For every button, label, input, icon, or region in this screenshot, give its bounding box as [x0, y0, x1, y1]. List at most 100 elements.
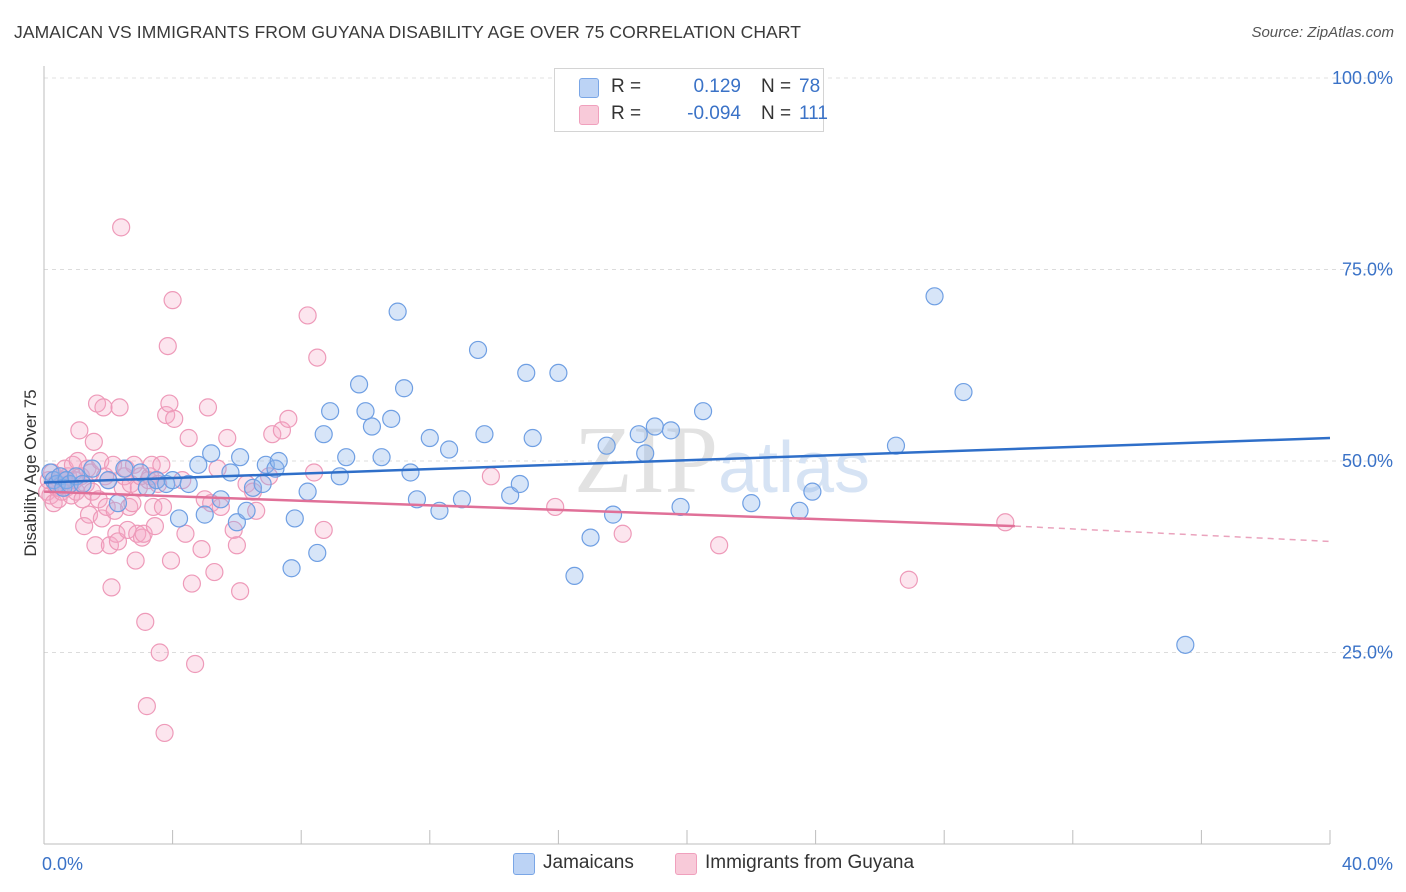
point-guyana: [145, 517, 165, 536]
point-guyana: [218, 428, 237, 448]
point-guyana: [298, 306, 317, 325]
point-jamaicans: [189, 455, 208, 474]
point-jamaicans: [179, 474, 198, 494]
point-guyana: [73, 490, 92, 509]
point-guyana: [137, 697, 156, 716]
point-guyana: [231, 582, 250, 601]
bottom-legend-swatch-pink: [675, 853, 697, 875]
x-tick-label: 0.0%: [42, 854, 83, 874]
watermark: ZIPatlas: [574, 406, 870, 513]
y-tick-label: 100.0%: [1332, 68, 1393, 88]
point-jamaicans: [401, 463, 420, 482]
point-jamaicans: [468, 340, 488, 360]
y-tick-label: 50.0%: [1342, 451, 1393, 471]
point-jamaicans: [954, 382, 973, 402]
point-guyana: [155, 723, 174, 743]
point-guyana: [205, 562, 224, 582]
point-jamaicans: [337, 448, 356, 467]
point-guyana: [996, 513, 1015, 532]
point-jamaicans: [517, 363, 536, 383]
point-jamaicans: [308, 543, 327, 563]
point-guyana: [481, 467, 500, 486]
legend-r-label: R =: [611, 76, 642, 97]
point-guyana: [94, 398, 113, 417]
point-guyana: [153, 497, 173, 517]
point-guyana: [136, 612, 155, 631]
point-jamaicans: [549, 363, 568, 383]
legend-r-value: -0.094: [687, 103, 741, 124]
point-guyana: [107, 524, 126, 543]
point-jamaicans: [269, 451, 288, 471]
point-jamaicans: [314, 425, 333, 444]
bottom-legend-label: Immigrants from Guyana: [705, 852, 915, 873]
bottom-legend-label: Jamaicans: [543, 852, 634, 873]
legend-n-value: 111: [799, 103, 828, 124]
point-guyana: [161, 551, 181, 570]
point-jamaicans: [131, 463, 150, 482]
legend-swatch-blue: [579, 78, 599, 98]
legend-n-value: 78: [799, 76, 821, 97]
point-jamaicans: [645, 417, 664, 436]
point-jamaicans: [321, 402, 340, 421]
point-guyana: [179, 428, 198, 448]
point-jamaicans: [523, 428, 542, 448]
point-jamaicans: [298, 482, 317, 501]
point-jamaicans: [349, 375, 369, 394]
point-guyana: [158, 337, 177, 356]
point-jamaicans: [439, 440, 459, 459]
point-jamaicans: [237, 501, 256, 520]
point-jamaicans: [603, 505, 623, 524]
point-jamaicans: [597, 436, 616, 455]
point-guyana: [102, 578, 121, 597]
point-guyana: [165, 409, 184, 428]
point-guyana: [176, 524, 195, 543]
point-guyana: [308, 348, 327, 367]
point-jamaicans: [231, 448, 250, 467]
trendline-guyana-projection: [1014, 525, 1331, 543]
point-jamaicans: [330, 467, 349, 486]
point-jamaicans: [115, 459, 134, 478]
point-guyana: [160, 394, 179, 413]
point-jamaicans: [108, 494, 128, 513]
point-jamaicans: [565, 566, 584, 586]
point-guyana: [68, 451, 87, 471]
point-jamaicans: [372, 448, 391, 467]
point-jamaicans: [803, 482, 822, 501]
point-guyana: [126, 551, 145, 570]
point-jamaicans: [282, 559, 301, 578]
legend-swatch-pink: [579, 105, 599, 125]
point-guyana: [899, 570, 918, 589]
point-jamaicans: [147, 471, 166, 490]
legend-n-label: N =: [761, 76, 792, 97]
point-jamaicans: [362, 417, 382, 436]
y-tick-label: 25.0%: [1342, 643, 1393, 663]
point-jamaicans: [285, 509, 304, 528]
point-jamaicans: [475, 425, 494, 444]
point-guyana: [152, 455, 171, 474]
point-guyana: [710, 536, 729, 555]
trendline-guyana: [43, 490, 1015, 528]
point-guyana: [192, 539, 211, 559]
point-jamaicans: [388, 302, 407, 321]
point-jamaicans: [790, 501, 809, 520]
point-jamaicans: [253, 474, 272, 494]
legend-n-label: N =: [761, 103, 792, 124]
point-jamaicans: [163, 471, 182, 490]
point-jamaicans: [73, 474, 92, 494]
point-jamaicans: [661, 421, 681, 440]
point-jamaicans: [420, 428, 439, 448]
point-jamaicans: [382, 409, 401, 428]
y-tick-label: 75.0%: [1342, 260, 1393, 280]
point-jamaicans: [221, 463, 240, 482]
point-jamaicans: [1176, 635, 1195, 654]
legend-r-label: R =: [611, 103, 642, 124]
point-guyana: [546, 497, 565, 517]
point-guyana: [70, 421, 89, 440]
point-guyana: [613, 524, 632, 543]
point-jamaicans: [629, 425, 648, 444]
point-jamaicans: [195, 505, 214, 524]
point-guyana: [150, 643, 169, 662]
point-guyana: [314, 520, 333, 540]
point-guyana: [144, 497, 163, 517]
